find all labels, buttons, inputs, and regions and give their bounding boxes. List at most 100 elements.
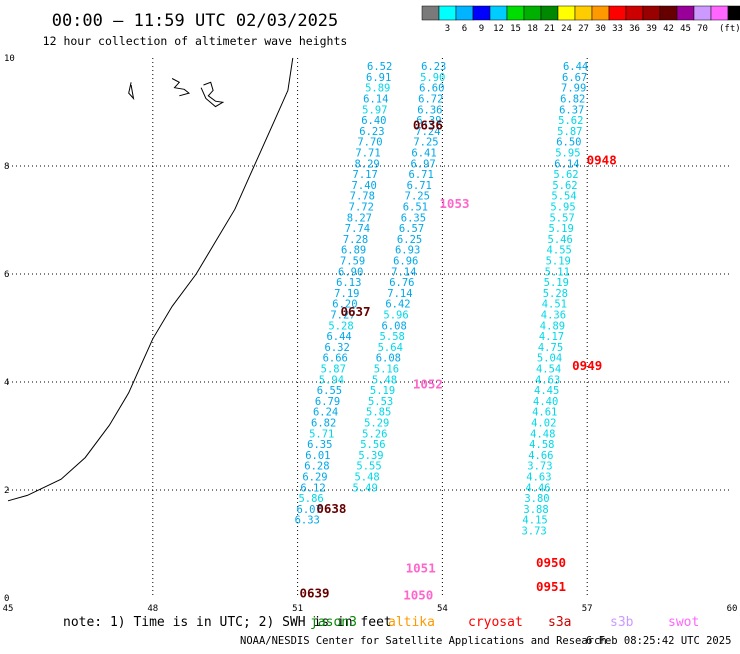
swh-value-label: 6.37	[559, 104, 584, 116]
swh-value-label: 3.73	[527, 461, 552, 473]
swh-value-label: 6.12	[300, 482, 325, 494]
x-tick-label: 54	[437, 604, 448, 614]
swh-value-label: 6.55	[317, 385, 342, 397]
swh-value-label: 5.64	[378, 342, 403, 354]
track-time-label: 0948	[587, 153, 617, 168]
colorbar-label: 9	[479, 24, 484, 34]
swh-value-label: 6.91	[366, 72, 391, 84]
swh-value-label: 6.08	[381, 320, 406, 332]
track-time-label: 0950	[536, 555, 566, 570]
swh-value-label: 5.87	[321, 364, 346, 376]
swh-value-label: 5.19	[544, 277, 569, 289]
legend-item-s3b: s3b	[610, 615, 634, 630]
swh-value-label: 7.17	[353, 169, 378, 181]
swh-value-label: 7.28	[343, 234, 368, 246]
colorbar-swatch	[574, 5, 593, 21]
y-tick-label: 2	[4, 486, 9, 496]
swh-value-label: 6.28	[304, 461, 329, 473]
colorbar-swatch	[472, 5, 491, 21]
colorbar-swatch	[523, 5, 542, 21]
colorbar-label: 21	[544, 24, 555, 34]
swh-value-label: 5.28	[328, 320, 353, 332]
swh-value-label: 6.32	[325, 342, 350, 354]
x-tick-label: 57	[582, 604, 593, 614]
swh-value-label: 6.76	[389, 277, 414, 289]
swh-value-label: 5.53	[368, 396, 393, 408]
colorbar-swatch	[591, 5, 610, 21]
track-time-label: 1051	[406, 560, 436, 575]
swh-value-label: 6.82	[311, 418, 336, 430]
swh-value-label: 7.59	[340, 256, 365, 268]
swh-value-label: 5.48	[372, 374, 397, 386]
swh-value-label: 5.48	[354, 472, 379, 484]
track-time-label: 0636	[413, 118, 443, 133]
coastline-path	[7, 57, 294, 502]
colorbar-label: 42	[663, 24, 674, 34]
swh-value-label: 6.40	[361, 115, 386, 127]
colorbar-swatch	[421, 5, 440, 21]
colorbar-swatch	[676, 5, 695, 21]
satellite-legend: jason3 altika cryosat s3a s3b swot	[310, 615, 699, 630]
track-time-label: 0639	[299, 586, 329, 601]
swh-value-label: 6.89	[341, 245, 366, 257]
track-time-label: 0638	[316, 501, 346, 516]
swh-value-label: 7.99	[561, 83, 586, 95]
swh-value-label: 5.86	[298, 493, 323, 505]
swh-value-label: 5.54	[551, 191, 576, 203]
x-tick-label: 45	[3, 604, 14, 614]
colorbar-swatch	[659, 5, 678, 21]
swh-value-label: 6.29	[302, 472, 327, 484]
swh-value-label: 5.94	[319, 374, 344, 386]
grid-lines	[8, 58, 732, 598]
swh-value-label: 5.89	[365, 83, 390, 95]
colorbar-label: 39	[646, 24, 657, 34]
swh-value-label: 7.78	[350, 191, 375, 203]
y-tick-label: 6	[4, 270, 9, 280]
swh-value-label: 5.62	[552, 180, 577, 192]
swh-value-label: 5.49	[353, 482, 378, 494]
colorbar-label: 45	[680, 24, 691, 34]
swh-value-label: 5.90	[420, 72, 445, 84]
swh-value-label: 7.27	[330, 310, 355, 322]
swh-value-label: 5.29	[364, 418, 389, 430]
swh-value-label: 6.24	[313, 407, 338, 419]
swh-value-label: 6.23	[359, 126, 384, 138]
colorbar-swatch	[489, 5, 508, 21]
swh-value-label: 6.44	[563, 61, 588, 73]
colorbar-label: 36	[629, 24, 640, 34]
swh-value-label: 4.51	[542, 299, 567, 311]
swh-value-label: 7.14	[391, 266, 416, 278]
x-tick-label: 48	[147, 604, 158, 614]
colorbar-unit: (ft)	[719, 24, 740, 34]
swh-value-label: 3.88	[523, 504, 548, 516]
swh-value-label: 4.66	[528, 450, 553, 462]
swh-value-label: 6.01	[305, 450, 330, 462]
swh-value-label: 5.62	[558, 115, 583, 127]
colorbar-swatch	[710, 5, 729, 21]
swh-value-label: 6.52	[367, 61, 392, 73]
colorbar-swatch	[642, 5, 661, 21]
colorbar-label: 6	[462, 24, 467, 34]
swh-value-label: 5.56	[360, 439, 385, 451]
island-outline	[128, 82, 135, 101]
swh-value-label: 6.35	[401, 212, 426, 224]
colorbar-label: 27	[578, 24, 589, 34]
y-tick-label: 8	[4, 162, 9, 172]
swh-value-label: 6.14	[363, 94, 388, 106]
swh-value-label: 7.72	[349, 202, 374, 214]
legend-item-swot: swot	[668, 615, 699, 630]
footnote: note: 1) Time is in UTC; 2) SWH is in fe…	[63, 615, 392, 630]
swh-value-label: 4.55	[547, 245, 572, 257]
swh-value-label: 6.67	[562, 72, 587, 84]
swh-value-label: 7.74	[345, 223, 370, 235]
island-outline	[200, 81, 225, 108]
colorbar-swatch	[557, 5, 576, 21]
swh-value-label: 7.25	[405, 191, 430, 203]
swh-value-label: 4.54	[536, 364, 561, 376]
track-time-label: 0637	[340, 304, 370, 319]
y-tick-label: 4	[4, 378, 9, 388]
track-time-label: 0951	[536, 579, 566, 594]
swh-value-label: 6.90	[338, 266, 363, 278]
swh-value-label: 6.82	[560, 94, 585, 106]
